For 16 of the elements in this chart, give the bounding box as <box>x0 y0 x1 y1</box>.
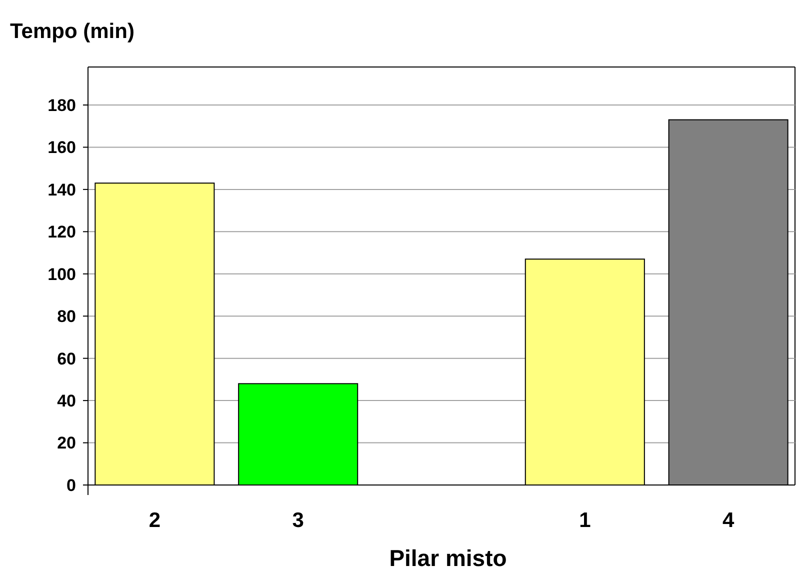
y-tick-label: 40 <box>57 392 76 411</box>
x-tick-label: 3 <box>292 509 304 532</box>
y-axis-title: Tempo (min) <box>10 20 134 43</box>
y-tick-label: 20 <box>57 434 76 453</box>
x-axis-title: Pilar misto <box>389 545 507 571</box>
x-tick-label: 2 <box>148 509 161 532</box>
y-tick-label: 180 <box>48 96 76 115</box>
y-tick-label: 140 <box>48 180 76 200</box>
y-tick-label: 0 <box>66 476 76 495</box>
x-tick-label: 4 <box>722 509 734 532</box>
y-tick-label: 120 <box>48 222 76 242</box>
y-tick-label: 160 <box>48 138 76 158</box>
y-tick-label: 60 <box>57 349 76 368</box>
y-tick-label: 100 <box>48 264 76 284</box>
y-tick-label: 80 <box>57 307 76 326</box>
x-tick-label: 1 <box>579 509 592 532</box>
